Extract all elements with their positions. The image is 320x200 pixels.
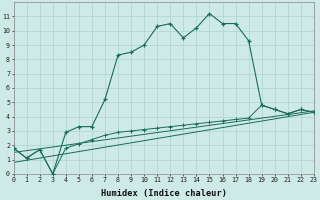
X-axis label: Humidex (Indice chaleur): Humidex (Indice chaleur) [101, 189, 227, 198]
